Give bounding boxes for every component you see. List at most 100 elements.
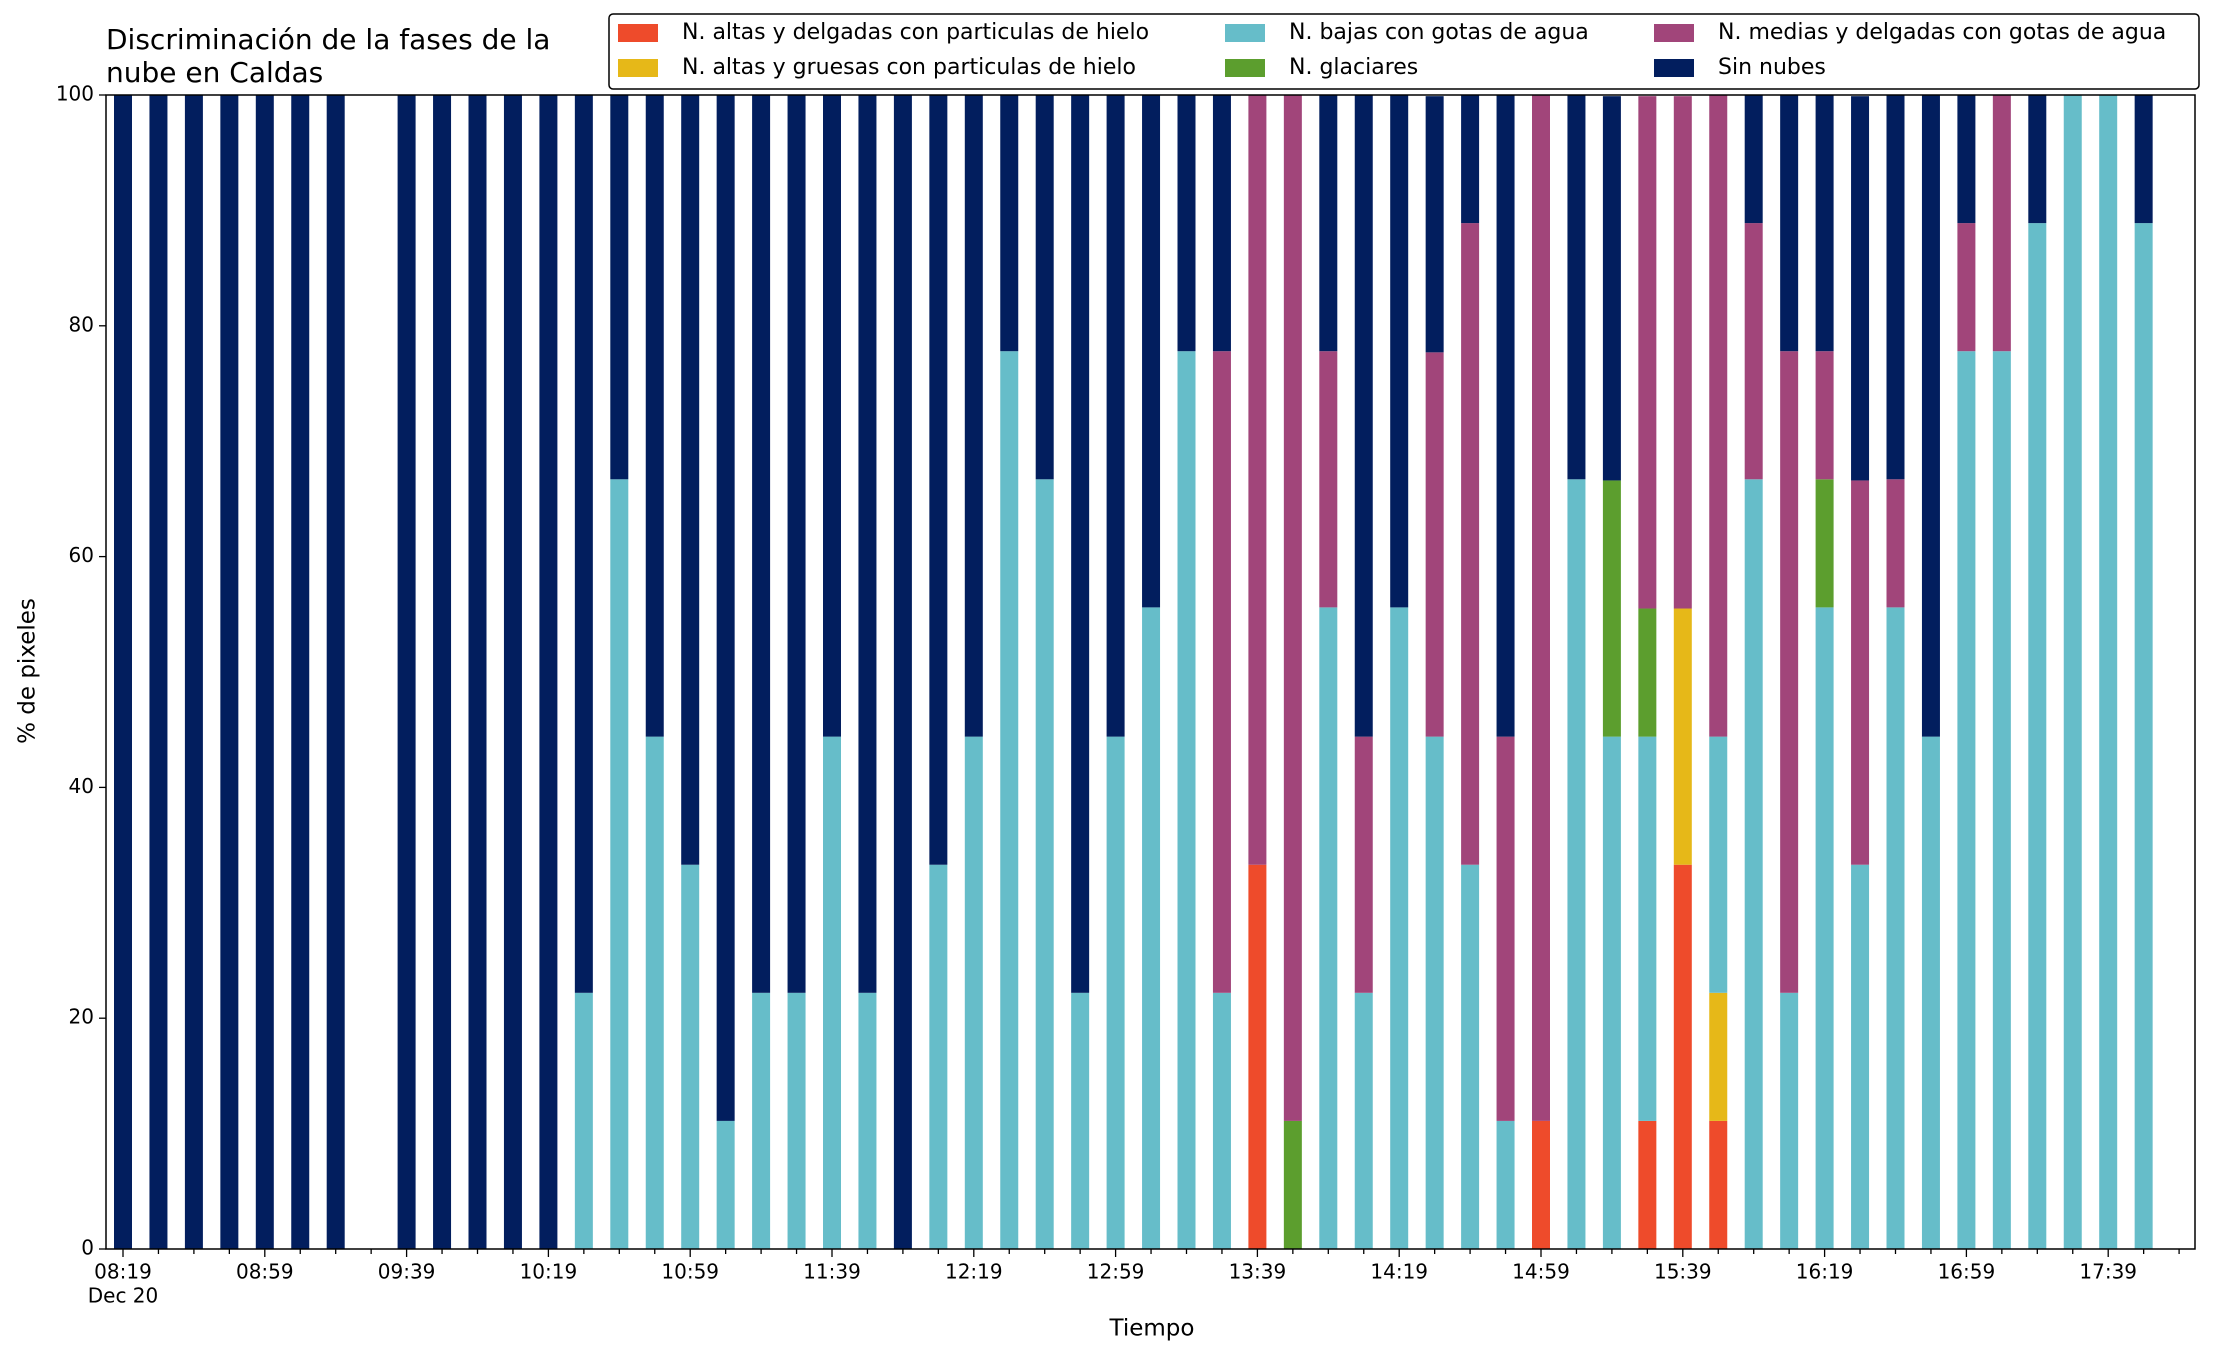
bar-segment [964,736,983,1249]
bar-segment [1212,95,1231,352]
bar-segment [787,992,806,1249]
bar-segment [1567,95,1586,480]
bar-segment [1319,607,1338,1249]
bar-segment [716,1120,735,1249]
bar-segment [610,479,629,1250]
bar-segment [929,95,948,865]
bar-segment [291,95,310,1249]
bar-segment [1248,864,1267,1249]
bar-segment [1035,479,1054,1250]
bar-segment [1319,95,1338,352]
bar-segment [1992,95,2011,352]
y-tick-label: 80 [69,312,94,336]
bar-segment [2028,223,2047,1249]
bar-segment [1425,96,1444,353]
bar-segment [893,95,912,1249]
bar-segment [433,95,452,1249]
bar-segment [1283,1120,1302,1249]
x-tick-label: 12:59 [1087,1260,1145,1284]
bar-segment [1638,1120,1657,1249]
bar-segment [1496,736,1515,1121]
legend-label: N. altas y gruesas con particulas de hie… [682,55,1136,80]
bar-segment [1709,992,1728,1121]
bar-segment [1957,351,1976,1249]
bar-segment [1106,95,1125,737]
bar-segment [2134,95,2153,224]
bar-segment [1602,736,1621,1249]
bar-segment [184,95,203,1249]
bar-segment [1283,95,1302,1121]
bar-segment [1851,96,1870,481]
bar-segment [1815,95,1834,352]
bar-segment [1886,95,1905,480]
bar-segment [1071,95,1090,993]
bar-segment [1744,223,1763,480]
bar-segment [1106,736,1125,1249]
bar-segment [823,95,841,737]
bar-segment [149,95,168,1249]
bar-segment [1461,864,1480,1249]
bar-segment [1638,608,1657,737]
bar-segment [1886,479,1905,608]
bar-segment [823,736,841,1249]
bar-segment [1638,736,1657,1121]
bar-segment [1780,351,1799,993]
legend-label: N. altas y delgadas con particulas de hi… [682,20,1149,45]
bar-segment [1177,351,1196,1249]
bar-segment [1815,479,1834,608]
bar-segment [1354,736,1373,993]
y-tick-label: 20 [69,1005,94,1029]
legend-label: Sin nubes [1718,55,1826,80]
bar-segment [1780,992,1799,1249]
bar-segment [1354,95,1373,737]
bar-segment [1035,95,1054,480]
x-tick-label: 10:19 [520,1260,578,1284]
bar-segment [964,95,983,737]
bar-segment [1709,1120,1728,1249]
bar-segment [1992,351,2011,1249]
bar-segment [1638,96,1657,609]
bar-segment [1319,351,1338,608]
bar-segment [1780,95,1799,352]
bar-segment [1957,223,1976,352]
legend-label: N. bajas con gotas de agua [1289,20,1589,45]
bar-segment [1815,351,1834,480]
bar-segment [1461,95,1480,224]
legend-swatch [1225,59,1265,77]
x-axis-label: Tiempo [1109,1316,1195,1342]
bar-segment [1602,96,1621,481]
bar-segment [610,95,629,480]
bar-segment [574,95,593,993]
bar-segment [1000,351,1019,1249]
x-tick-label: 15:39 [1654,1260,1712,1284]
bar-segment [1071,992,1090,1249]
bar-segment [858,95,877,993]
x-tick-label: 16:59 [1938,1260,1996,1284]
bar-segment [503,95,522,1249]
bar-segment [1425,736,1444,1249]
bar-segment [645,95,664,737]
bar-segment [645,736,664,1249]
bar-segment [1532,95,1550,1121]
bar-segment [1709,95,1728,737]
bar-segment [1921,95,1940,737]
y-axis-label: % de pixeles [15,598,41,744]
chart-title: nube en Caldas [106,56,323,89]
bar-segment [1000,95,1019,352]
bar-segment [1248,95,1267,865]
bar-segment [858,992,877,1249]
bar-segment [1461,223,1480,865]
x-tick-label: 08:59 [236,1260,294,1284]
bar-segment [1851,480,1870,865]
bar-segment [752,992,771,1249]
bar-segment [752,95,771,993]
bar-segment [1212,992,1231,1249]
x-tick-label: 13:39 [1229,1260,1287,1284]
x-tick-label: 14:59 [1512,1260,1570,1284]
plot-area [114,95,2153,1250]
x-tick-label: 14:19 [1370,1260,1428,1284]
bar-segment [1177,95,1196,352]
x-tick-sublabel: Dec 20 [88,1284,159,1308]
legend-swatch [618,24,658,42]
